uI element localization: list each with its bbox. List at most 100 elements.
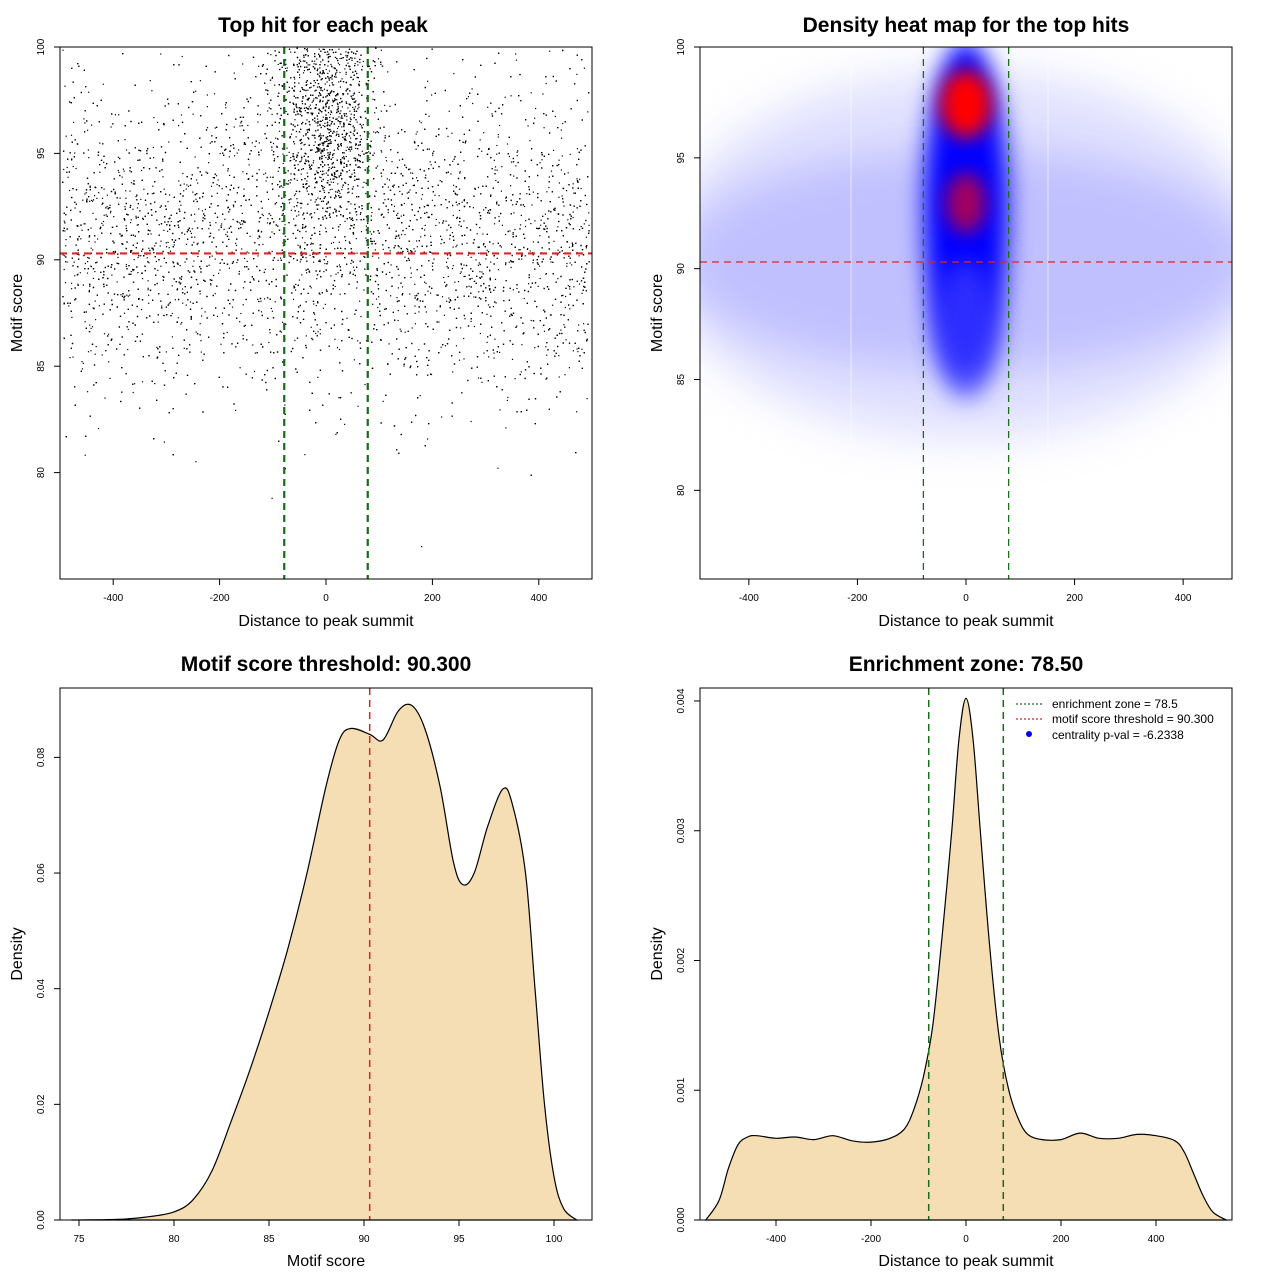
scatter-point (336, 131, 338, 133)
scatter-point (75, 167, 77, 170)
scatter-point (487, 106, 489, 108)
scatter-point (297, 244, 299, 246)
scatter-point (173, 244, 175, 246)
scatter-point (368, 202, 370, 204)
scatter-point (318, 92, 320, 94)
scatter-point (332, 156, 334, 159)
scatter-point (141, 381, 144, 383)
scatter-point (557, 226, 559, 228)
scatter-point (319, 124, 321, 126)
scatter-point (148, 247, 150, 249)
scatter-point (163, 188, 165, 190)
scatter-point (428, 148, 430, 150)
scatter-point (431, 199, 433, 201)
scatter-point (213, 274, 215, 277)
scatter-point (197, 255, 199, 258)
scatter-point (532, 191, 534, 193)
scatter-point (204, 311, 206, 313)
scatter-point (246, 260, 248, 262)
scatter-point (132, 391, 134, 394)
scatter-point (481, 271, 483, 273)
scatter-point (315, 151, 317, 153)
scatter-point (325, 210, 327, 212)
scatter-point (430, 164, 432, 166)
scatter-point (444, 281, 446, 283)
scatter-point (338, 176, 340, 178)
scatter-point (88, 157, 90, 159)
scatter-point (470, 420, 472, 423)
scatter-point (350, 262, 352, 264)
scatter-point (311, 249, 313, 251)
scatter-point (322, 124, 324, 127)
scatter-point (538, 265, 541, 267)
scatter-point (69, 357, 71, 359)
scatter-point (319, 76, 321, 78)
scatter-point (92, 200, 94, 202)
scatter-point (221, 312, 224, 314)
scatter-point (180, 114, 183, 116)
scatter-point (359, 213, 361, 215)
scatter-point (332, 153, 334, 155)
scatter-point (501, 166, 503, 168)
scatter-point (520, 224, 522, 226)
scatter-point (510, 95, 512, 97)
scatter-point (333, 178, 335, 180)
scatter-point (306, 119, 308, 121)
scatter-point (351, 97, 353, 99)
scatter-point (324, 122, 326, 124)
scatter-point (323, 88, 325, 90)
scatter-point (359, 61, 361, 64)
scatter-point (84, 193, 86, 195)
scatter-point (326, 54, 328, 56)
scatter-point (391, 161, 393, 163)
scatter-point (485, 258, 487, 260)
scatter-point (126, 294, 128, 296)
scatter-point (343, 155, 345, 158)
scatter-point (337, 149, 339, 151)
scatter-point (389, 271, 391, 273)
scatter-point (461, 201, 463, 203)
scatter-point (569, 288, 571, 290)
scatter-point (295, 193, 297, 195)
scatter-point (440, 235, 442, 237)
scatter-point (490, 261, 492, 263)
scatter-point (73, 261, 75, 263)
scatter-point (241, 248, 243, 250)
scatter-point (349, 117, 351, 119)
scatter-point (482, 244, 485, 246)
scatter-point (564, 306, 566, 309)
scatter-point (473, 296, 475, 298)
scatter-point (560, 329, 562, 331)
scatter-point (299, 261, 301, 263)
scatter-point (516, 155, 518, 157)
scatter-point (284, 67, 287, 69)
scatter-point (327, 93, 329, 95)
scatter-point (77, 239, 79, 241)
scatter-point (452, 265, 454, 267)
scatter-point (317, 125, 319, 127)
scatter-point (378, 257, 380, 259)
scatter-point (327, 180, 329, 182)
scatter-point (505, 264, 507, 266)
scatter-point (438, 321, 440, 323)
scatter-point (553, 240, 555, 242)
scatter-point (358, 106, 360, 108)
scatter-point (550, 314, 552, 316)
scatter-point (455, 246, 457, 248)
scatter-point (318, 147, 320, 149)
scatter-point (74, 152, 76, 154)
scatter-point (430, 235, 432, 237)
scatter-point (558, 196, 560, 198)
scatter-point (340, 110, 342, 112)
scatter-point (398, 274, 400, 276)
scatter-point (254, 352, 256, 354)
scatter-point (550, 261, 552, 263)
scatter-point (193, 260, 195, 262)
scatter-point (387, 186, 389, 188)
scatter-point (571, 264, 573, 266)
scatter-point (543, 330, 546, 332)
scatter-point (89, 324, 91, 326)
scatter-point (257, 298, 259, 300)
scatter-point (492, 243, 494, 245)
scatter-point (566, 190, 568, 192)
